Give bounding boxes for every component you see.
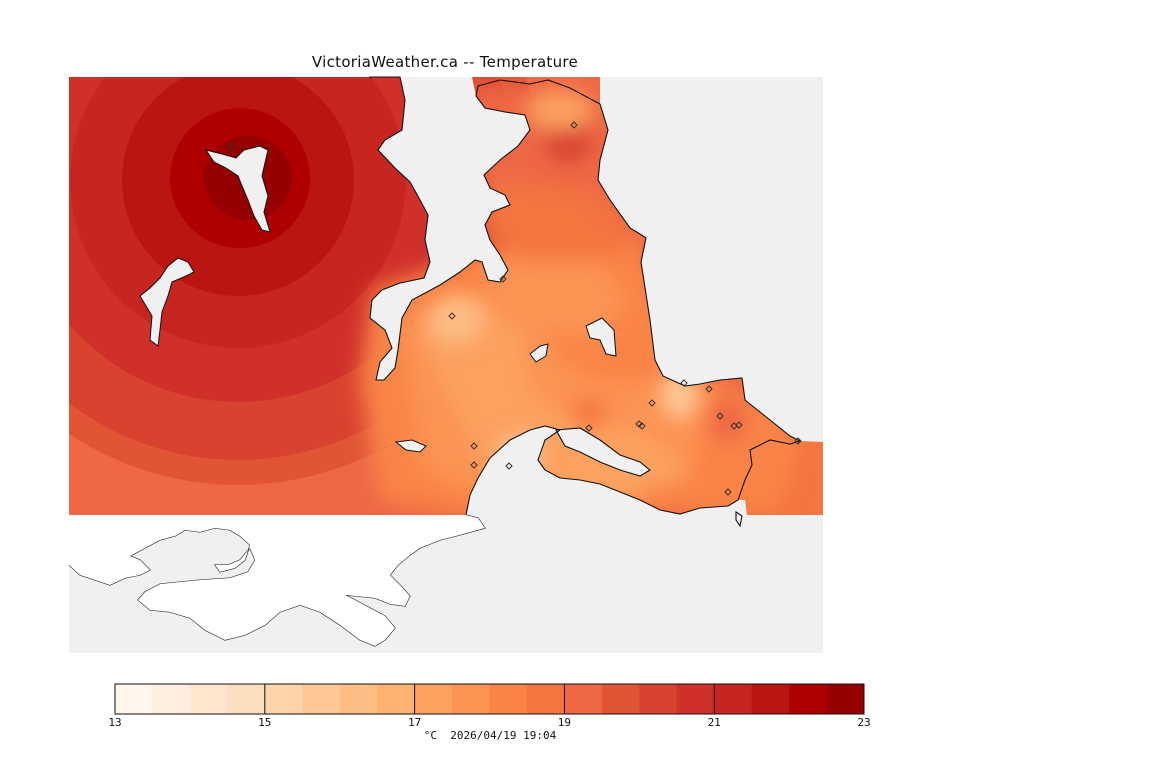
station-marker[interactable]	[648, 399, 656, 407]
legend-swatch	[564, 684, 603, 714]
legend-swatch	[639, 684, 678, 714]
lakes	[139, 145, 617, 453]
station-marker[interactable]	[705, 385, 713, 393]
legend-swatch	[676, 684, 715, 714]
legend-swatch	[152, 684, 191, 714]
station-marker[interactable]	[470, 461, 478, 469]
legend-swatch	[526, 684, 565, 714]
station-marker[interactable]	[470, 442, 478, 450]
legend-swatch	[377, 684, 416, 714]
legend-tick-label: 17	[407, 716, 422, 729]
color-legend	[114, 683, 865, 715]
legend-swatch	[601, 684, 640, 714]
legend-tick-label: 13	[108, 716, 122, 729]
legend-swatch	[751, 684, 790, 714]
units-timestamp-label: °C 2026/04/19 19:04	[424, 729, 556, 742]
legend-swatch	[264, 684, 303, 714]
legend-swatch	[115, 684, 153, 714]
station-marker[interactable]	[735, 421, 743, 429]
legend-tick-label: 15	[258, 716, 272, 729]
legend-swatch	[789, 684, 828, 714]
southern-land	[69, 515, 485, 646]
station-marker[interactable]	[505, 462, 513, 470]
legend-swatch	[414, 684, 453, 714]
legend-swatch	[227, 684, 266, 714]
legend-tick-label: 23	[857, 716, 871, 729]
station-marker[interactable]	[570, 121, 578, 129]
timestamp-label: 2026/04/19 19:04	[450, 729, 557, 742]
station-marker[interactable]	[499, 275, 507, 283]
legend-swatch	[452, 684, 490, 714]
legend-swatch	[489, 684, 528, 714]
map-title: VictoriaWeather.ca -- Temperature	[311, 53, 579, 71]
station-marker[interactable]	[227, 142, 235, 150]
legend-swatch	[826, 684, 865, 714]
station-marker[interactable]	[680, 379, 688, 387]
station-marker[interactable]	[585, 424, 593, 432]
station-marker[interactable]	[794, 437, 802, 445]
units-label: °C	[423, 729, 438, 742]
station-marker[interactable]	[716, 412, 724, 420]
station-marker[interactable]	[638, 422, 646, 430]
station-marker[interactable]	[635, 420, 643, 428]
legend-swatch	[302, 684, 341, 714]
station-marker[interactable]	[448, 312, 456, 320]
legend-swatch	[339, 684, 378, 714]
legend-tick-label: 19	[557, 716, 572, 729]
station-marker[interactable]	[724, 488, 732, 496]
legend-tick-label: 21	[707, 716, 721, 729]
weather-stations	[227, 121, 802, 496]
legend-swatch	[189, 684, 228, 714]
legend-swatch	[714, 684, 753, 714]
